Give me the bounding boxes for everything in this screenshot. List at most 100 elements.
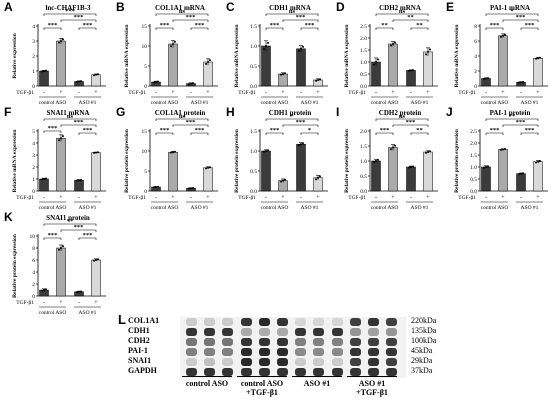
significance-bracket — [265, 118, 319, 121]
y-axis-label: Relative protein expression — [454, 129, 460, 193]
tgf-sign: - — [43, 195, 45, 201]
blot-band — [222, 358, 234, 366]
data-point — [518, 81, 520, 84]
data-point — [153, 186, 155, 189]
data-point — [300, 47, 302, 50]
significance-label: *** — [74, 14, 84, 21]
significance-bracket — [155, 27, 174, 30]
y-tick-label: 0.5 — [250, 64, 257, 70]
data-point — [483, 77, 485, 80]
data-point — [267, 41, 269, 44]
significance-bracket — [375, 118, 429, 121]
data-point — [392, 43, 394, 45]
significance-label: ** — [381, 22, 388, 29]
blot-band — [349, 338, 361, 346]
data-point — [170, 45, 172, 48]
blot-strip — [180, 337, 406, 348]
tgf-label: TGF-β1 — [238, 90, 256, 96]
blot-band — [349, 328, 361, 336]
data-point — [93, 74, 95, 77]
significance-bracket — [265, 27, 284, 30]
data-point — [76, 179, 78, 182]
significance-bracket — [485, 27, 504, 30]
y-tick-label: 1.5 — [360, 144, 367, 150]
data-point — [209, 166, 211, 169]
data-point — [377, 158, 379, 161]
blot-band — [331, 338, 343, 346]
panel-letter: A — [4, 0, 13, 14]
significance-bracket — [410, 132, 429, 135]
y-tick-label: 2.0 — [360, 129, 367, 135]
significance-label: *** — [380, 127, 390, 134]
tgf-sign: + — [536, 90, 540, 96]
tgf-sign: + — [206, 90, 210, 96]
significance-label: ** — [67, 218, 74, 225]
data-point — [205, 62, 207, 65]
data-point — [500, 35, 502, 38]
blot-band — [386, 318, 398, 326]
y-tick-label: 0 — [32, 294, 35, 300]
bar — [203, 61, 213, 87]
data-point — [190, 187, 192, 190]
panel-K: K SNAI1 protein Relative protein expressio… — [4, 210, 106, 316]
y-tick-label: 0.0 — [360, 84, 367, 90]
y-tick-label: 1 — [32, 69, 35, 75]
bar — [481, 78, 491, 87]
significance-bracket — [485, 13, 539, 16]
data-point — [207, 166, 209, 169]
molecular-weight-label: 37kDa — [411, 366, 433, 375]
blot-band — [313, 358, 325, 366]
bar — [91, 74, 101, 87]
data-point — [408, 69, 410, 72]
y-tick-label: 10 — [142, 44, 148, 50]
panel-I: I CDH2 protein Relative protein expression… — [336, 105, 438, 211]
tgf-label: TGF-β1 — [238, 195, 256, 201]
y-tick-label: 15 — [142, 129, 148, 135]
significance-label: *** — [83, 22, 93, 29]
data-point — [377, 58, 379, 61]
panel-title: PAI-1 mRNA — [490, 4, 530, 12]
tgf-sign: - — [78, 90, 80, 96]
y-axis-label: Relative protein expression — [124, 129, 130, 193]
data-point — [520, 172, 522, 175]
data-point — [284, 72, 286, 75]
significance-label: ns — [399, 8, 406, 15]
blot-band — [313, 338, 325, 346]
data-point — [97, 258, 99, 261]
blot-row-label: PAI-1 — [128, 346, 148, 355]
bar — [296, 48, 306, 87]
data-point — [93, 259, 95, 262]
group-label: ASO #1 — [301, 205, 319, 211]
tgf-label: TGF-β1 — [128, 195, 146, 201]
bar — [261, 45, 271, 87]
tgf-label: TGF-β1 — [16, 195, 34, 201]
significance-bracket — [43, 118, 97, 121]
group-label: ASO #1 — [301, 100, 319, 106]
group-label: ASO #1 — [191, 100, 209, 106]
tgf-label: TGF-β1 — [458, 90, 476, 96]
blot-band — [368, 368, 379, 376]
group-label: control ASO — [151, 205, 179, 211]
blot-band — [204, 318, 216, 326]
significance-label: ** — [416, 22, 423, 29]
panel-letter: E — [446, 0, 454, 14]
y-axis-label: Relative expression — [12, 33, 18, 78]
significance-bracket — [282, 19, 319, 22]
data-point — [539, 160, 541, 162]
data-point — [520, 81, 522, 84]
data-point — [95, 151, 97, 154]
bar — [261, 150, 271, 192]
y-tick-label: 2.0 — [360, 36, 367, 42]
significance-label: *** — [490, 22, 500, 29]
significance-bracket — [60, 229, 97, 232]
blot-band — [186, 358, 197, 366]
y-tick-label: 2.5 — [360, 24, 367, 30]
tgf-sign: + — [281, 90, 285, 96]
data-point — [298, 49, 300, 52]
significance-label: *** — [195, 127, 205, 134]
significance-label: *** — [48, 125, 58, 132]
data-point — [317, 176, 319, 179]
significance-label: *** — [195, 22, 205, 29]
significance-bracket — [172, 124, 209, 127]
y-tick-label: 3 — [32, 39, 35, 45]
